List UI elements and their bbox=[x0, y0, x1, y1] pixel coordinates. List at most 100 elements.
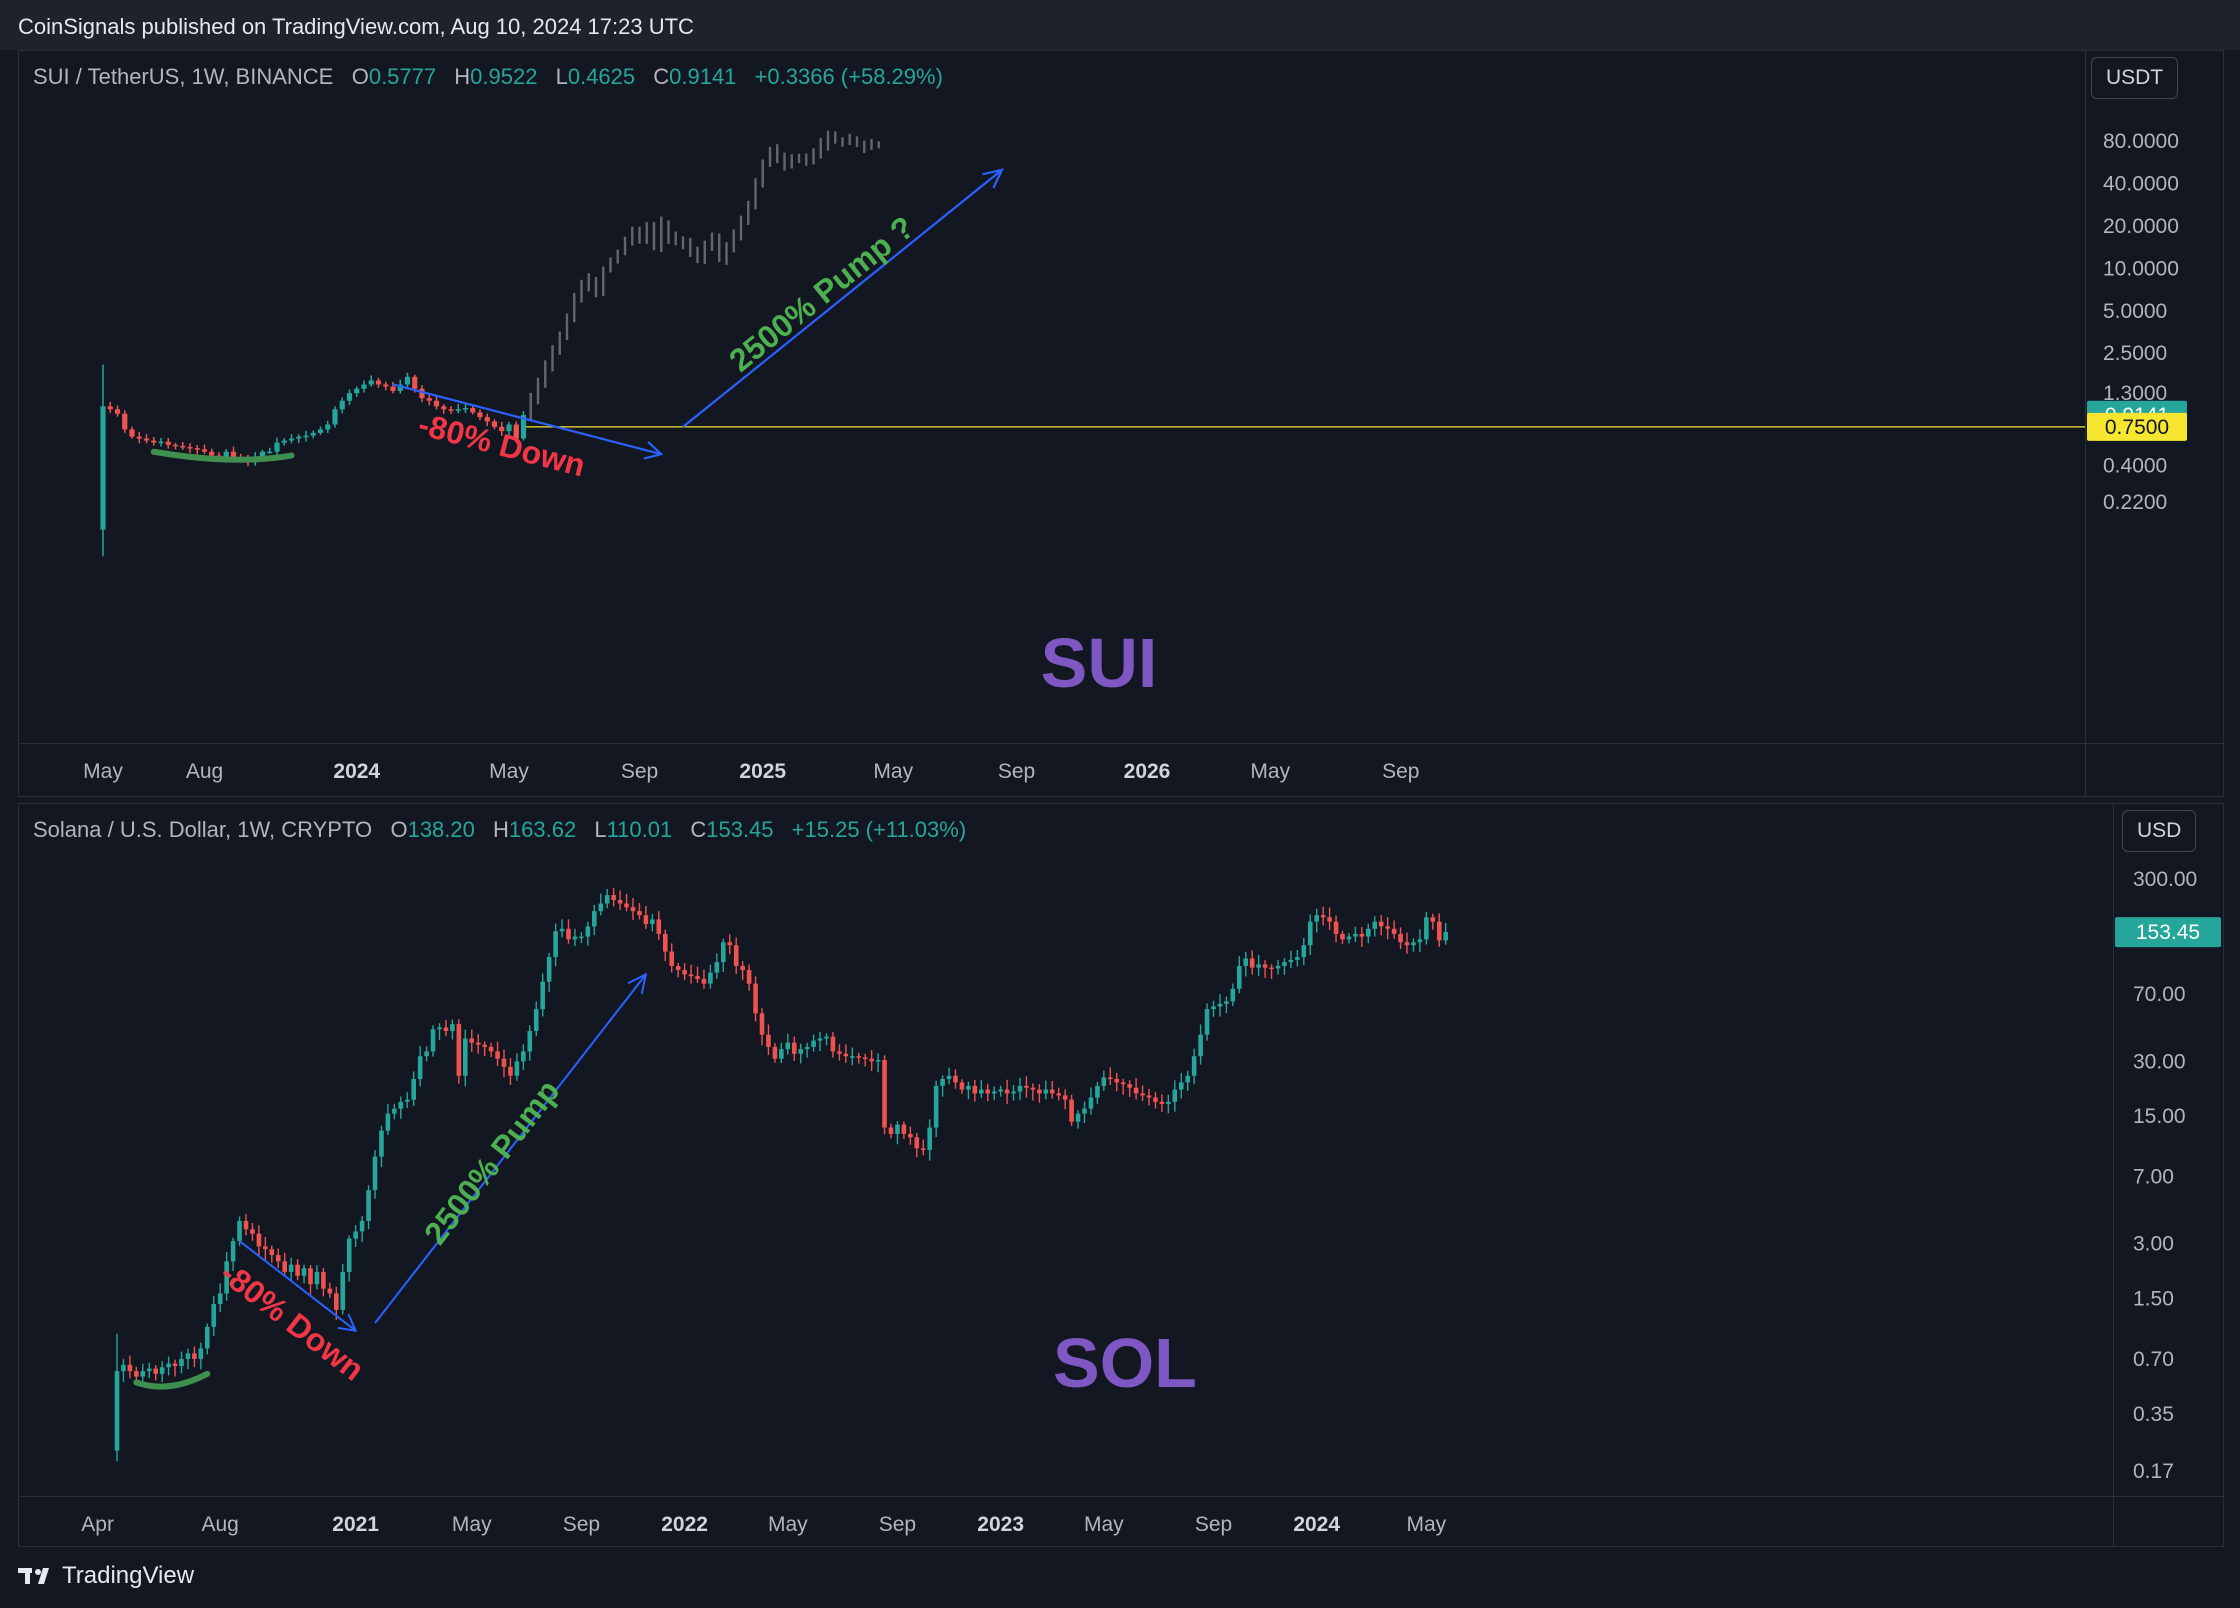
sol-candle bbox=[1017, 1085, 1023, 1092]
sol-candle bbox=[1333, 921, 1339, 934]
sol-candle bbox=[1088, 1097, 1094, 1109]
sui-y-tick-label: 80.0000 bbox=[2103, 130, 2179, 153]
sol-candle bbox=[1069, 1099, 1074, 1122]
sui-candle bbox=[491, 421, 498, 427]
sol-candle bbox=[656, 919, 662, 934]
sol-candle bbox=[675, 965, 681, 971]
sol-candle bbox=[334, 1293, 339, 1310]
sol-candle bbox=[372, 1156, 378, 1191]
sol-x-tick-label: Sep bbox=[879, 1513, 916, 1536]
sui-candle bbox=[201, 449, 208, 452]
sui-currency-button[interactable]: USDT bbox=[2091, 57, 2179, 99]
sol-candle bbox=[1224, 1001, 1229, 1004]
sui-candle bbox=[346, 393, 353, 401]
sol-low-value: 110.01 bbox=[606, 817, 673, 842]
sol-price-label-box bbox=[2115, 917, 2221, 948]
sol-x-tick-label: Aug bbox=[202, 1513, 239, 1536]
sol-pump-arrowhead bbox=[627, 972, 648, 995]
sol-candle bbox=[869, 1058, 874, 1062]
sol-x-tick-label: Apr bbox=[81, 1513, 114, 1536]
sol-currency-button[interactable]: USD bbox=[2122, 810, 2197, 852]
sui-candle bbox=[325, 424, 331, 430]
sol-candle bbox=[463, 1038, 468, 1076]
sol-candle bbox=[1030, 1087, 1036, 1090]
sol-candle bbox=[624, 903, 629, 908]
sui-candle bbox=[506, 424, 512, 432]
sol-candle bbox=[643, 915, 649, 924]
sui-price-label: 0.7500 bbox=[2105, 416, 2169, 439]
sol-candle bbox=[940, 1079, 945, 1086]
sui-candle bbox=[332, 409, 338, 425]
sui-chart-pane[interactable]: SUI / TetherUS, 1W, BINANCE O0.5777 H0.9… bbox=[18, 50, 2224, 797]
sol-candle bbox=[450, 1024, 455, 1032]
sol-y-tick-label: 7.00 bbox=[2133, 1166, 2174, 1189]
sui-candle bbox=[433, 400, 440, 407]
sui-candle bbox=[122, 413, 128, 430]
sol-candle bbox=[211, 1304, 217, 1327]
sui-candle bbox=[274, 442, 280, 452]
sol-chart-pane[interactable]: Solana / U.S. Dollar, 1W, CRYPTO O138.20… bbox=[18, 803, 2224, 1547]
tradingview-footer[interactable]: TradingView bbox=[18, 1562, 194, 1590]
sol-candle bbox=[585, 926, 591, 937]
sol-close-value: 153.45 bbox=[706, 817, 774, 842]
sol-pump-arrow bbox=[374, 973, 647, 1324]
sol-candle bbox=[908, 1133, 913, 1138]
sol-y-tick-label: 70.00 bbox=[2133, 983, 2186, 1006]
sol-candle bbox=[301, 1268, 307, 1276]
sol-candle bbox=[546, 957, 552, 982]
sol-candle bbox=[295, 1264, 300, 1276]
sol-open-value: 138.20 bbox=[407, 817, 475, 842]
sui-x-tick-label: May bbox=[1250, 760, 1290, 783]
sui-candle bbox=[470, 408, 476, 413]
sol-candle bbox=[920, 1148, 926, 1150]
sui-candle bbox=[426, 398, 432, 401]
sui-candle bbox=[448, 409, 454, 411]
sui-candle bbox=[368, 380, 374, 385]
sol-candle bbox=[798, 1049, 803, 1054]
sol-candle bbox=[263, 1246, 268, 1250]
sol-candle bbox=[766, 1034, 771, 1047]
sol-candle bbox=[172, 1363, 178, 1367]
sol-candle bbox=[727, 942, 733, 946]
sol-candle bbox=[888, 1127, 894, 1134]
sol-candle bbox=[791, 1042, 797, 1054]
sui-high-key: H bbox=[454, 64, 471, 89]
sol-candle bbox=[411, 1079, 416, 1100]
sol-candle bbox=[566, 928, 571, 940]
sol-candle bbox=[417, 1056, 423, 1080]
sol-candle bbox=[166, 1363, 171, 1368]
sui-candle bbox=[383, 384, 389, 387]
tradingview-logo-icon bbox=[18, 1568, 49, 1584]
sol-candle bbox=[1398, 933, 1403, 943]
sui-open-key: O bbox=[339, 64, 369, 89]
sol-candle bbox=[250, 1229, 255, 1234]
sol-candle bbox=[1417, 939, 1423, 943]
sol-candle bbox=[1037, 1089, 1042, 1094]
sol-y-tick-label: 300.00 bbox=[2133, 868, 2197, 891]
sol-x-tick-label: Sep bbox=[1195, 1513, 1232, 1536]
sol-candle bbox=[985, 1089, 991, 1094]
sol-y-tick-label: 3.00 bbox=[2133, 1233, 2174, 1256]
sol-candle bbox=[1172, 1089, 1178, 1102]
sol-candle bbox=[1249, 958, 1255, 968]
sol-candle bbox=[192, 1353, 197, 1359]
sol-candle bbox=[153, 1368, 158, 1374]
sol-candle bbox=[998, 1089, 1003, 1092]
sol-x-year-label: 2023 bbox=[977, 1513, 1024, 1536]
sol-candle bbox=[230, 1241, 236, 1262]
sui-candle bbox=[158, 441, 164, 444]
sol-candle bbox=[1082, 1108, 1087, 1114]
sol-candle bbox=[1133, 1087, 1139, 1094]
sol-candle bbox=[972, 1085, 978, 1094]
sui-candle bbox=[281, 440, 287, 443]
sol-candle bbox=[540, 981, 545, 1010]
sol-high-key: H bbox=[493, 817, 509, 842]
sol-y-tick-label: 0.35 bbox=[2133, 1403, 2174, 1426]
sol-candle bbox=[224, 1261, 229, 1294]
sol-candle bbox=[1230, 988, 1236, 1002]
sol-candle bbox=[1043, 1089, 1049, 1094]
sui-candle bbox=[288, 438, 295, 441]
sol-candle bbox=[669, 951, 674, 966]
sol-candle bbox=[398, 1101, 404, 1109]
sol-price-axis-divider bbox=[2113, 804, 2114, 1546]
